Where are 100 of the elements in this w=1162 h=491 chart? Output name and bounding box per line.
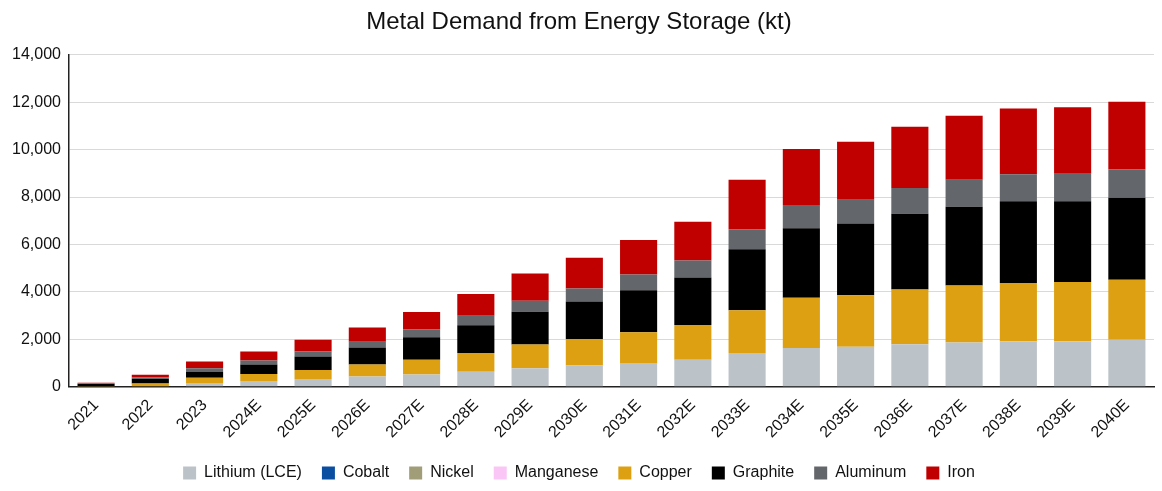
bar (403, 329, 441, 338)
legend-label: Aluminum (835, 463, 907, 481)
bar (728, 310, 766, 354)
bar (511, 368, 549, 387)
bar (837, 346, 875, 387)
bar (511, 273, 549, 301)
bar (1054, 201, 1092, 282)
bar (1108, 339, 1146, 387)
bar (782, 228, 820, 298)
bar (945, 115, 983, 180)
bar (891, 213, 929, 290)
bar (891, 126, 929, 189)
bar (1108, 169, 1146, 198)
bar (240, 360, 278, 365)
bar (186, 368, 224, 373)
bar (620, 274, 658, 291)
bar (294, 351, 332, 357)
bar (565, 365, 603, 387)
bar (294, 339, 332, 352)
bar (945, 206, 983, 286)
bar (837, 199, 875, 224)
bar (457, 325, 495, 354)
legend-label: Iron (947, 463, 975, 481)
bar (348, 376, 386, 387)
bar (457, 371, 495, 387)
bar (782, 348, 820, 387)
bar (240, 373, 278, 382)
y-tick-label: 8,000 (20, 187, 62, 205)
bar (1108, 197, 1146, 280)
bar (728, 249, 766, 311)
legend-label: Copper (639, 463, 693, 481)
bar (131, 383, 169, 387)
bar (294, 356, 332, 371)
bar (728, 353, 766, 387)
bar (186, 372, 224, 378)
bar (728, 179, 766, 230)
bar (620, 332, 658, 363)
bar (565, 257, 603, 289)
bar (240, 381, 278, 387)
legend-label: Cobalt (342, 463, 390, 481)
bar (999, 108, 1037, 175)
bar (348, 341, 386, 348)
y-tick-label: 0 (52, 377, 62, 395)
bar (674, 359, 712, 387)
bar (240, 364, 278, 374)
legend-label: Manganese (514, 463, 599, 481)
bar (403, 312, 441, 330)
bar (1054, 107, 1092, 174)
bar (945, 179, 983, 207)
bar (565, 339, 603, 366)
bar (782, 297, 820, 349)
bar (186, 377, 224, 383)
bar (945, 342, 983, 387)
y-tick-label: 12,000 (12, 92, 62, 110)
bar (1108, 101, 1146, 170)
bar (837, 223, 875, 296)
bar (565, 301, 603, 340)
bar (1054, 173, 1092, 202)
bar (403, 337, 441, 360)
bar (1054, 281, 1092, 342)
y-tick-label: 10,000 (12, 140, 62, 158)
legend-label: Lithium (LCE) (204, 463, 302, 481)
bar (186, 382, 224, 387)
legend-label: Graphite (732, 463, 795, 481)
bar (403, 359, 441, 375)
bar (457, 353, 495, 372)
bar (674, 325, 712, 360)
bar (999, 341, 1037, 387)
bar (837, 141, 875, 200)
bar (240, 351, 278, 361)
bar (186, 361, 224, 369)
bar (999, 201, 1037, 284)
bar (511, 311, 549, 345)
bar (565, 288, 603, 302)
bar (511, 300, 549, 312)
bar (999, 283, 1037, 342)
bar (348, 327, 386, 342)
bar (294, 370, 332, 380)
y-tick-label: 4,000 (20, 282, 62, 300)
bar (891, 289, 929, 345)
y-tick-label: 14,000 (12, 45, 62, 63)
bar (620, 290, 658, 333)
y-tick-label: 2,000 (20, 329, 62, 347)
bar (511, 344, 549, 369)
bar (674, 277, 712, 326)
bar (403, 374, 441, 387)
bar (782, 205, 820, 229)
bar (457, 294, 495, 316)
bar (348, 347, 386, 365)
legend-label: Nickel (430, 463, 474, 481)
bar (294, 379, 332, 387)
bar (891, 344, 929, 387)
bar (728, 229, 766, 250)
bar (891, 188, 929, 214)
bar (620, 239, 658, 275)
y-tick-label: 6,000 (20, 234, 62, 252)
bar (1108, 279, 1146, 340)
bar (348, 364, 386, 377)
bar (674, 221, 712, 261)
bar (999, 174, 1037, 202)
